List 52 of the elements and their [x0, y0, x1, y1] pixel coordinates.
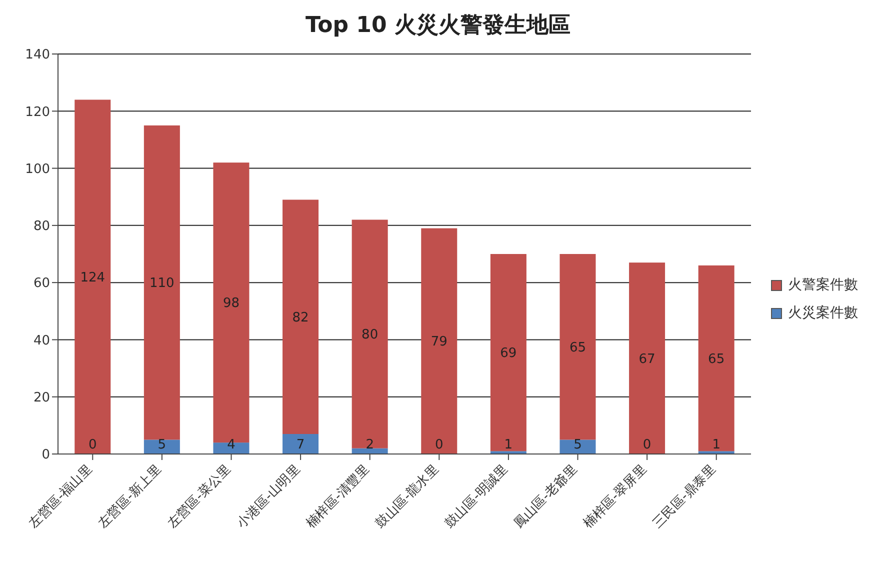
bar: [421, 228, 458, 454]
data-label: 82: [292, 310, 309, 326]
bar: [560, 440, 596, 454]
bar: [144, 440, 180, 454]
bar: [282, 200, 319, 434]
bar: [352, 220, 388, 448]
y-tick-label: 140: [25, 48, 50, 63]
x-tick-label: 三民區-鼎泰里: [650, 462, 720, 532]
data-label: 7: [296, 438, 305, 453]
data-label: 98: [222, 296, 240, 312]
data-label: 5: [574, 438, 582, 453]
data-label: 79: [430, 334, 448, 350]
x-tick-label: 楠梓區-清豐里: [304, 462, 373, 532]
x-tick-label: 左營區-福山里: [26, 462, 96, 532]
chart-title: Top 10 火災火警發生地區: [304, 12, 572, 40]
y-tick-label: 100: [25, 162, 50, 177]
y-tick-label: 20: [33, 390, 50, 406]
data-label: 0: [88, 438, 97, 453]
y-tick-label: 0: [42, 448, 50, 463]
data-label: 0: [642, 438, 652, 453]
bar: [144, 125, 180, 440]
bar: [490, 254, 526, 452]
bar: [282, 434, 319, 454]
data-label: 65: [569, 340, 586, 356]
bar: [629, 262, 666, 454]
data-label: 1: [712, 438, 720, 453]
x-tick-label: 小港區-山明里: [234, 462, 304, 532]
legend-label: 火災案件數: [787, 304, 858, 322]
data-label: 110: [150, 276, 174, 292]
data-label: 0: [434, 438, 444, 453]
y-tick-label: 60: [33, 276, 50, 292]
data-label: 65: [708, 352, 725, 367]
x-tick-label: 左營區-新上里: [96, 462, 165, 532]
x-tick-label: 鼓山區-龍水里: [372, 462, 442, 532]
y-tick-label: 120: [25, 104, 50, 120]
data-label: 1: [504, 438, 513, 453]
bar: [698, 265, 734, 452]
bar: [560, 254, 596, 440]
y-tick-label: 80: [33, 219, 50, 234]
x-tick-label: 左營區-菜公里: [164, 462, 234, 532]
x-tick-label: 楠梓區-翠屏里: [580, 462, 650, 532]
legend-label: 火警案件數: [787, 276, 858, 294]
data-label: 80: [362, 328, 378, 343]
data-label: 5: [158, 438, 166, 453]
y-tick-label: 40: [33, 333, 50, 348]
data-label: 2: [366, 438, 374, 453]
bar: [74, 100, 111, 454]
data-label: 124: [80, 270, 106, 286]
x-tick-label: 鳳山區-老爺里: [511, 462, 581, 532]
data-label: 67: [638, 352, 656, 367]
data-label: 69: [500, 346, 517, 362]
x-tick-label: 鼓山區-明誠里: [442, 462, 512, 532]
